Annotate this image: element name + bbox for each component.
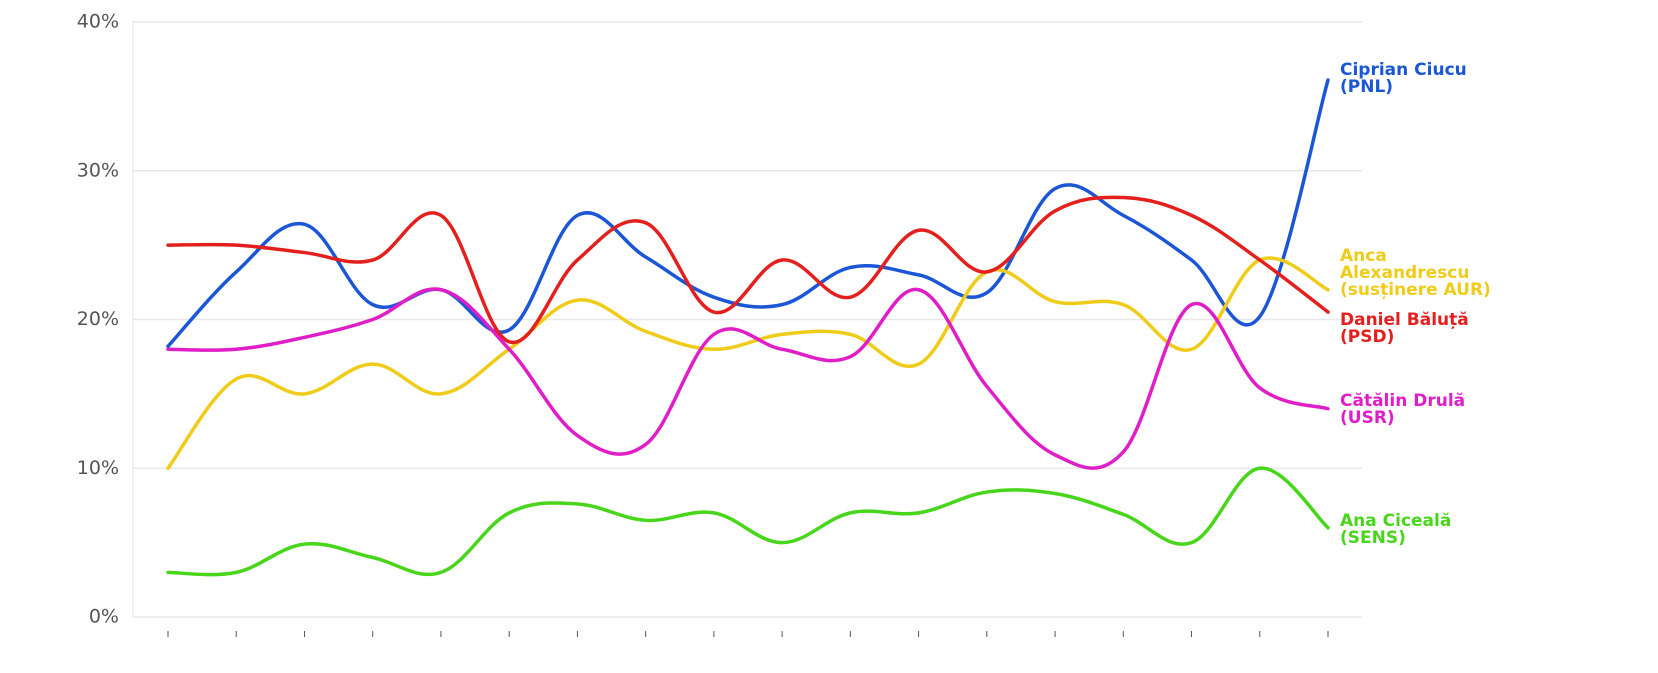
series-line (166, 195, 1330, 345)
series-line (166, 287, 1330, 470)
y-tick-label: 10% (77, 457, 119, 479)
series-label: Ana Ciceală (SENS) (1340, 511, 1452, 548)
y-tick-label: 20% (77, 308, 119, 330)
series-line (166, 466, 1330, 577)
y-tick-label: 30% (77, 159, 119, 181)
y-tick-label: 0% (89, 606, 119, 628)
series-line (166, 78, 1330, 349)
series-label: Anca Alexandrescu (susținere AUR) (1340, 246, 1491, 300)
series-line (166, 256, 1330, 470)
series-label: Ciprian Ciucu (PNL) (1340, 60, 1467, 97)
series-label: Daniel Băluță (PSD) (1340, 310, 1469, 347)
series-label: Cătălin Drulă (USR) (1340, 391, 1466, 428)
y-tick-label: 40% (77, 11, 119, 33)
